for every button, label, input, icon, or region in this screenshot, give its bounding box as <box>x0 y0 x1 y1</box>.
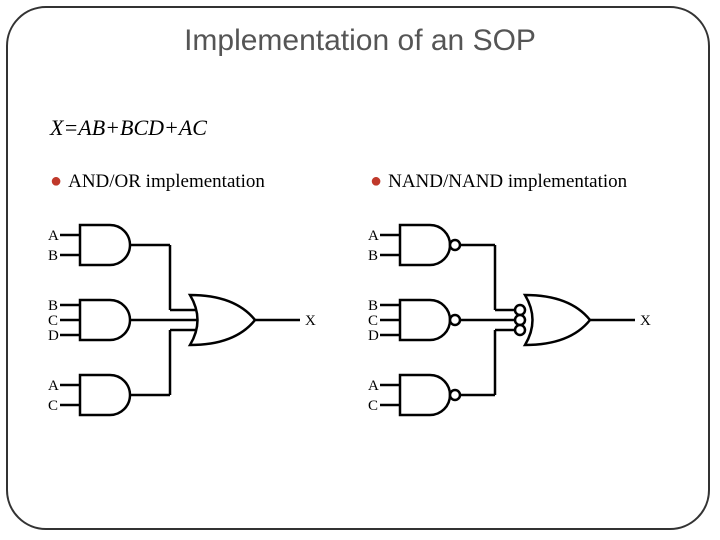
label-C2: C <box>48 313 58 329</box>
page-title: Implementation of an SOP <box>0 24 720 58</box>
label-X-right: X <box>640 313 651 329</box>
boolean-equation: X=AB+BCD+AC <box>50 115 207 141</box>
left-heading-text: AND/OR implementation <box>68 171 265 192</box>
label-B2r: B <box>368 298 378 314</box>
left-heading: ● AND/OR implementation <box>50 170 265 193</box>
label-A1r: A <box>368 228 379 244</box>
label-X-left: X <box>305 313 316 329</box>
label-C3: C <box>48 398 58 414</box>
label-A3: A <box>48 378 59 394</box>
label-B1r: B <box>368 248 378 264</box>
label-B1: B <box>48 248 58 264</box>
nand-nand-diagram: A B B C D A C X <box>360 215 690 445</box>
label-A1: A <box>48 228 59 244</box>
bullet-icon: ● <box>370 170 382 192</box>
label-C3r: C <box>368 398 378 414</box>
label-D2r: D <box>368 328 379 344</box>
label-B2: B <box>48 298 58 314</box>
right-heading-text: NAND/NAND implementation <box>388 171 627 192</box>
and-or-diagram: A B B C D A C X <box>40 215 360 445</box>
label-D2: D <box>48 328 59 344</box>
label-A3r: A <box>368 378 379 394</box>
label-C2r: C <box>368 313 378 329</box>
right-heading: ● NAND/NAND implementation <box>370 170 627 193</box>
bullet-icon: ● <box>50 170 62 192</box>
